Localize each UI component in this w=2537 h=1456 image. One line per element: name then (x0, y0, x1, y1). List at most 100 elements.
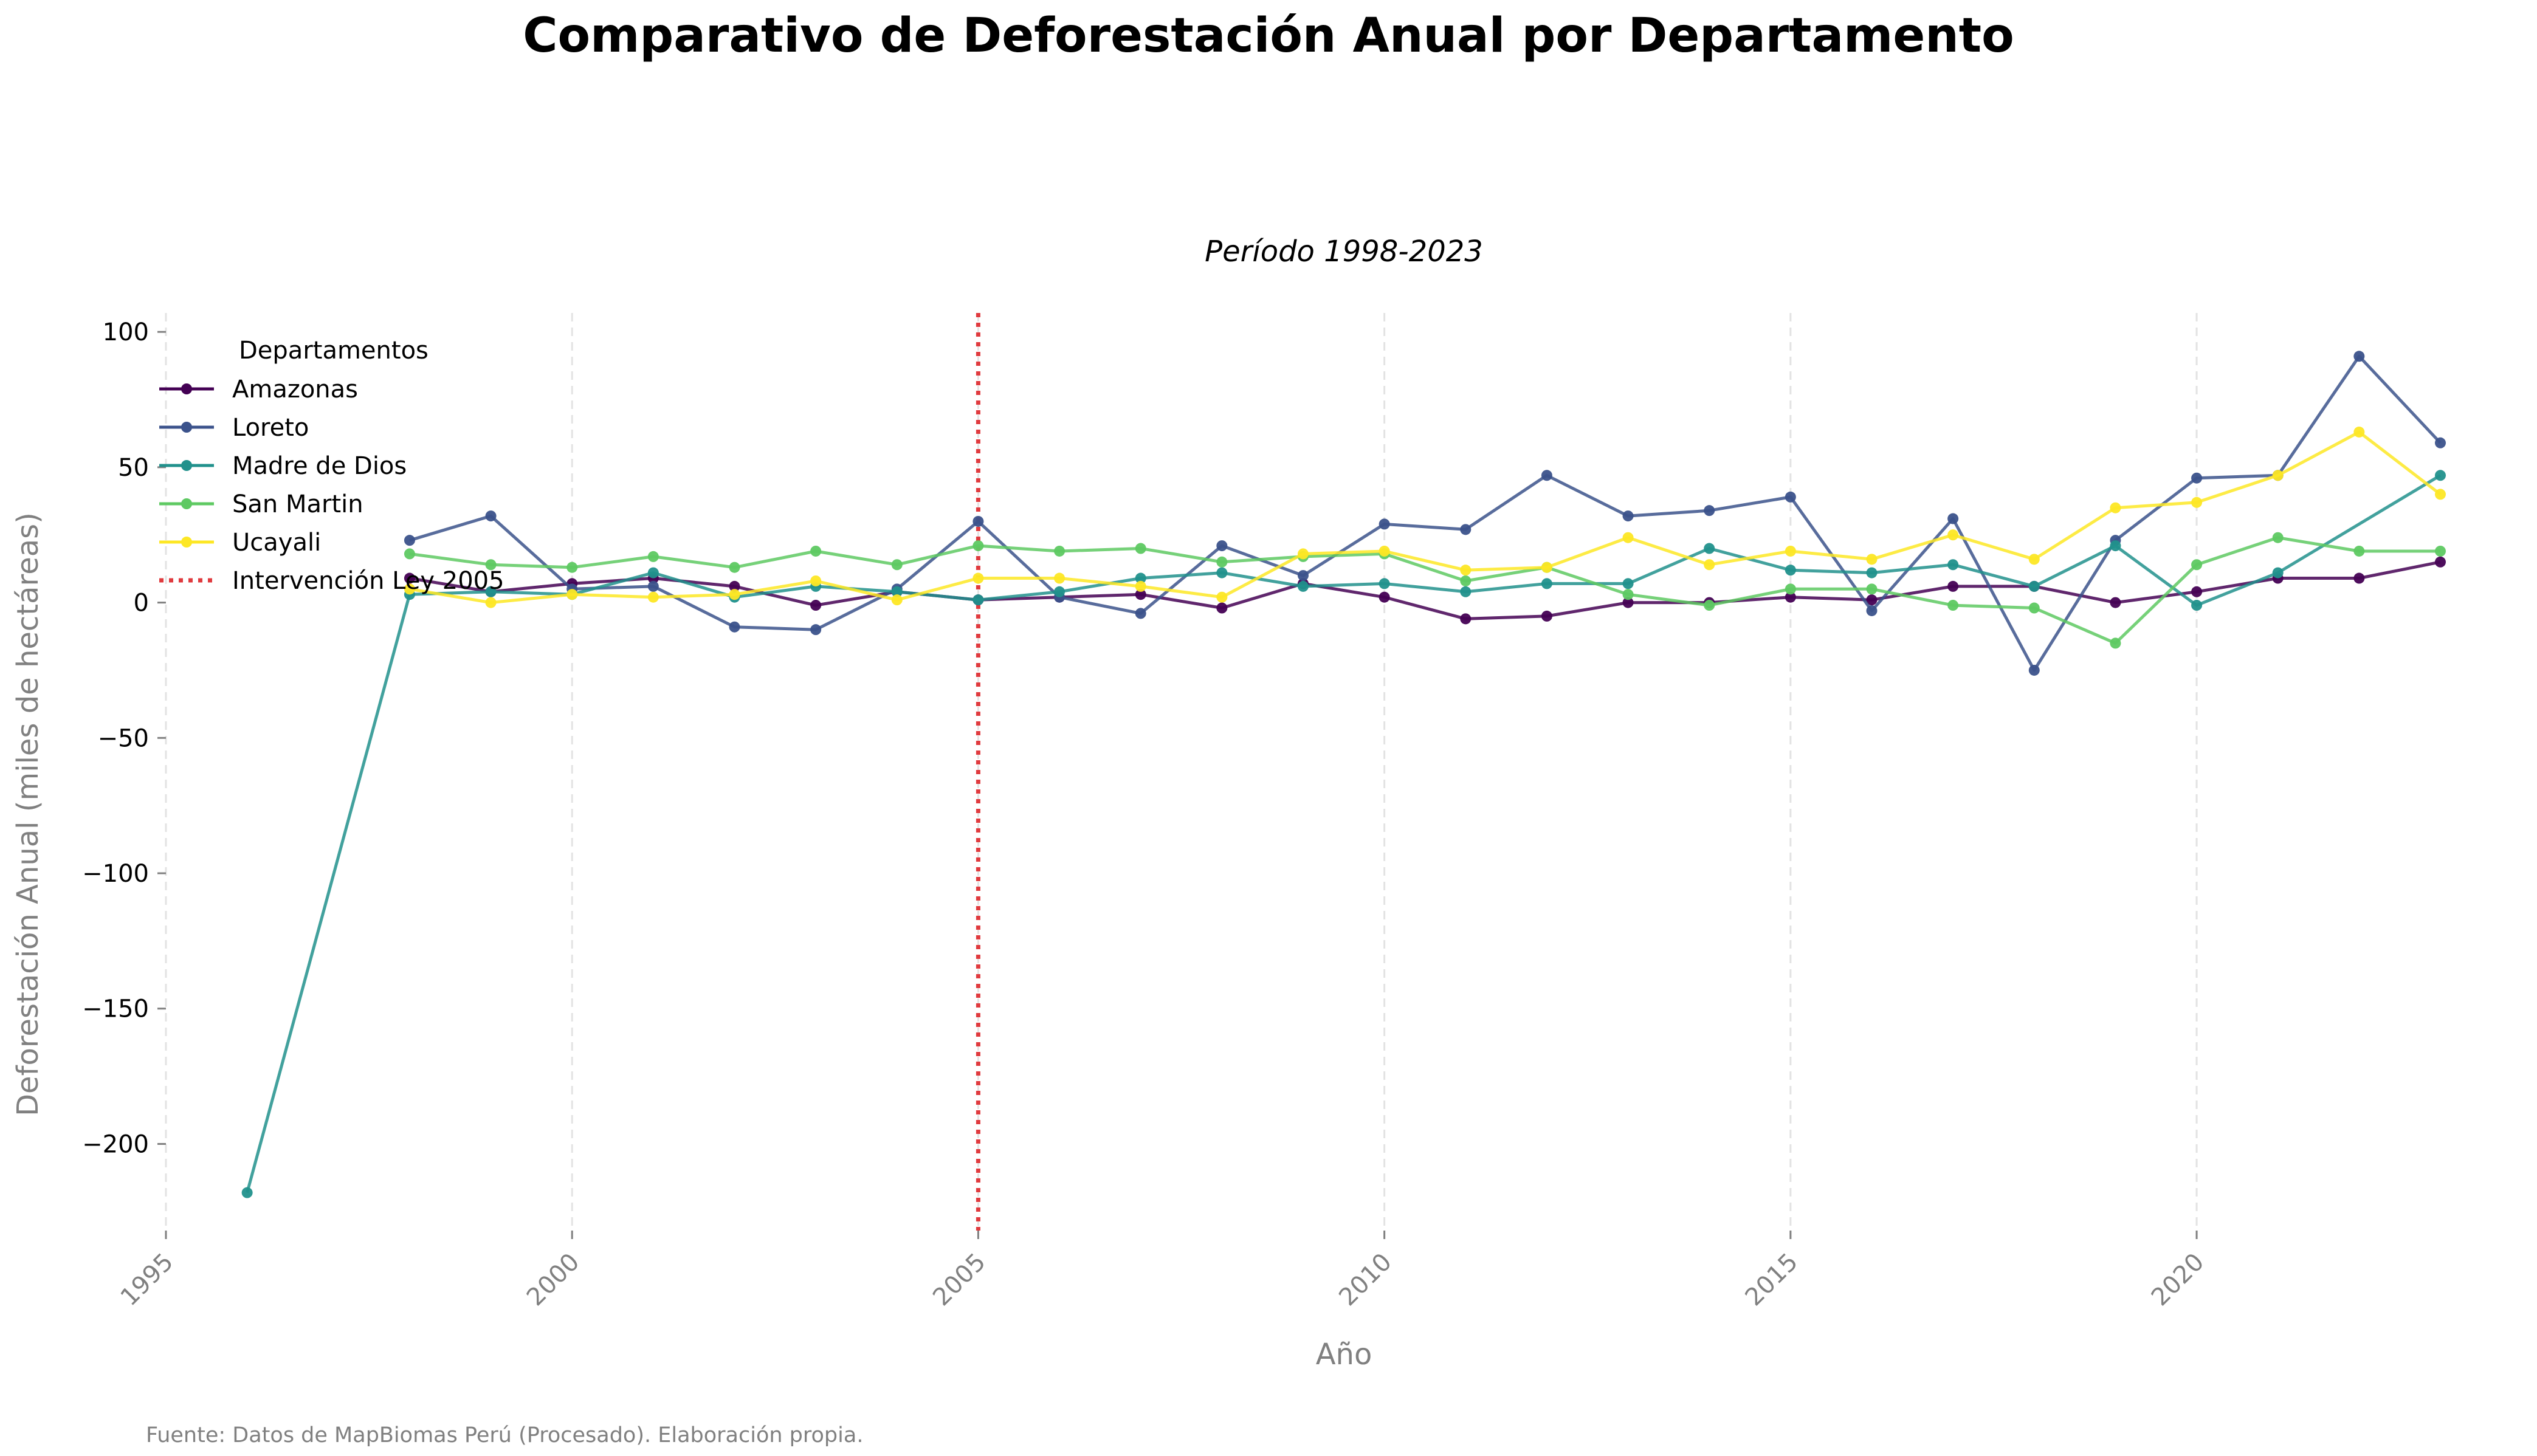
data-point (2272, 567, 2284, 579)
data-point (1785, 591, 1796, 603)
data-point (485, 586, 497, 597)
source-note: Fuente: Datos de MapBiomas Perú (Procesa… (146, 1423, 863, 1447)
data-point (647, 567, 659, 579)
data-point (2191, 472, 2203, 484)
data-point (1298, 548, 1309, 560)
series-san-martin (404, 532, 2446, 649)
legend-entry-loreto: Loreto (232, 414, 309, 442)
data-point (1054, 545, 1065, 557)
y-tick-label--150: −150 (82, 995, 149, 1023)
chart-subtitle: Período 1998-2023 (1205, 235, 1483, 269)
series-ucayali (404, 426, 2446, 608)
data-point (1704, 600, 1715, 611)
data-point (1541, 561, 1552, 573)
data-point (2272, 532, 2284, 543)
data-point (1216, 591, 1228, 603)
series-loreto (404, 351, 2446, 676)
y-tick-label-50: 50 (118, 454, 149, 482)
data-point (1541, 470, 1552, 481)
x-axis-label: Año (1316, 1338, 1372, 1372)
legend-swatch-marker-4 (181, 537, 192, 548)
data-point (2110, 502, 2121, 513)
data-point (1216, 556, 1228, 568)
data-point (566, 561, 578, 573)
data-point (1379, 545, 1390, 557)
data-point (972, 515, 984, 527)
y-tick-label--50: −50 (98, 724, 149, 752)
data-point (891, 586, 903, 597)
data-point (404, 548, 415, 560)
data-point (1866, 605, 1878, 616)
data-point (1866, 594, 1878, 606)
data-point (1947, 559, 1959, 571)
data-point (404, 583, 415, 595)
data-point (1947, 513, 1959, 524)
x-axis-ticks: 1995 2000 2005 2010 2015 2020 (115, 1231, 2209, 1312)
grid (165, 313, 2198, 1231)
data-point (972, 572, 984, 584)
data-point (1135, 580, 1146, 592)
data-point (241, 1187, 253, 1198)
data-point (729, 561, 740, 573)
data-point (1704, 559, 1715, 571)
data-point (729, 580, 740, 592)
series-line-0 (409, 560, 2441, 620)
data-point (647, 580, 659, 592)
data-point (1298, 580, 1309, 592)
data-point (2435, 545, 2446, 557)
y-tick-label-0: 0 (134, 589, 149, 617)
data-point (810, 575, 822, 586)
data-point (2110, 637, 2121, 649)
x-tick-label-2005: 2005 (928, 1248, 991, 1312)
data-point (1379, 578, 1390, 589)
data-point (1541, 610, 1552, 622)
data-point (1622, 532, 1634, 543)
x-tick-label-2000: 2000 (522, 1248, 585, 1312)
legend-swatch-marker-0 (181, 383, 192, 394)
series-madre-de-dios (241, 470, 2446, 1198)
data-point (810, 545, 822, 557)
data-point (810, 600, 822, 611)
data-point (1785, 583, 1796, 595)
data-point (1622, 510, 1634, 522)
data-point (1704, 543, 1715, 554)
data-point (972, 540, 984, 552)
y-axis-label: Deforestación Anual (miles de hectáreas) (11, 512, 45, 1116)
data-point (1135, 543, 1146, 554)
data-point (2191, 600, 2203, 611)
data-point (485, 559, 497, 571)
y-tick-label--200: −200 (82, 1130, 149, 1158)
data-point (1298, 570, 1309, 582)
data-point (1622, 597, 1634, 608)
y-tick-label-100: 100 (103, 318, 149, 346)
data-point (2191, 496, 2203, 508)
data-point (647, 551, 659, 562)
data-point (2353, 545, 2365, 557)
series-line-4 (409, 430, 2442, 605)
data-point (2435, 556, 2446, 568)
data-point (2353, 426, 2365, 438)
data-point (2435, 437, 2446, 448)
data-point (1947, 529, 1959, 541)
legend-entry-intervention: Intervención Ley 2005 (232, 567, 504, 595)
data-point (1135, 589, 1146, 600)
data-point (1216, 602, 1228, 614)
data-point (2028, 554, 2040, 565)
data-point (2191, 559, 2203, 571)
data-point (2028, 664, 2040, 676)
series-line-3 (409, 536, 2440, 645)
data-point (1460, 613, 1472, 625)
data-point (810, 624, 822, 636)
data-point (1866, 554, 1878, 565)
data-point (1622, 589, 1634, 600)
data-point (1947, 600, 1959, 611)
legend-entry-madre-de-dios: Madre de Dios (232, 452, 407, 480)
data-point (1947, 580, 1959, 592)
data-point (891, 559, 903, 571)
x-tick-label-2015: 2015 (1740, 1248, 1804, 1312)
data-point (1866, 583, 1878, 595)
data-point (1622, 578, 1634, 589)
legend-swatch-marker-1 (181, 422, 192, 433)
data-point (2353, 351, 2365, 362)
